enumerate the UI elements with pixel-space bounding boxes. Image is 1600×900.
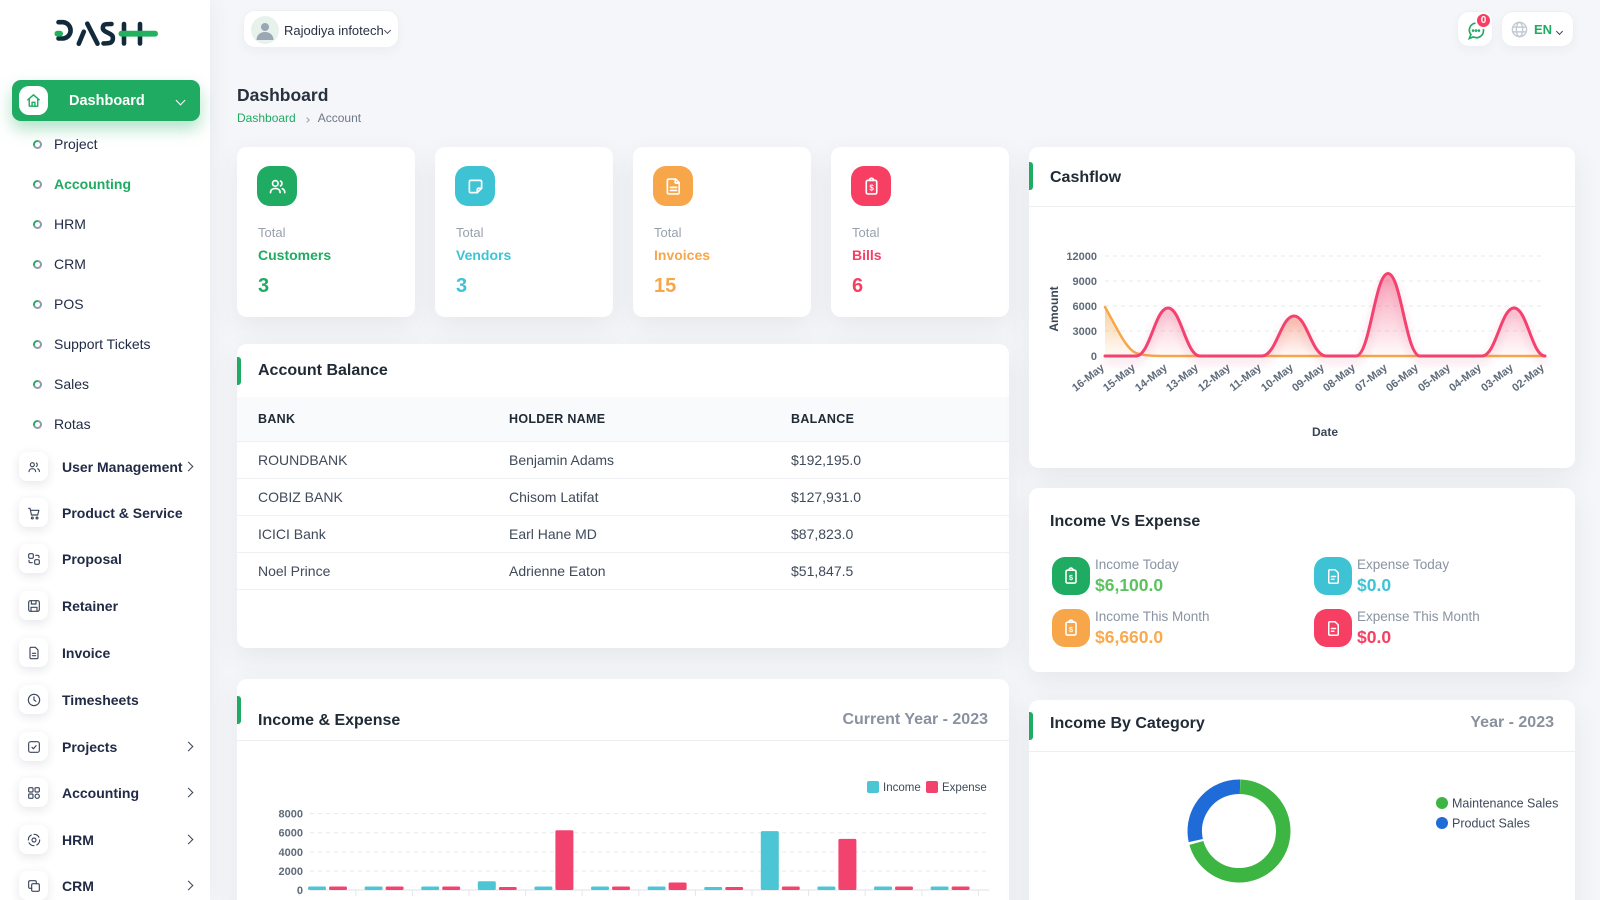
svg-text:$: $: [1069, 573, 1074, 582]
svg-text:09-May: 09-May: [1290, 361, 1327, 394]
svg-text:02-May: 02-May: [1510, 361, 1547, 394]
svg-text:12000: 12000: [1066, 251, 1097, 263]
svg-text:Date: Date: [1312, 425, 1338, 439]
svg-text:0: 0: [1091, 351, 1097, 363]
svg-text:Amount: Amount: [1047, 286, 1061, 331]
svg-text:Expense: Expense: [942, 782, 987, 794]
svg-text:3000: 3000: [1073, 326, 1097, 338]
svg-text:$: $: [1069, 625, 1074, 634]
svg-text:2000: 2000: [279, 866, 303, 878]
svg-text:14-May: 14-May: [1133, 361, 1170, 394]
svg-text:06-May: 06-May: [1384, 361, 1421, 394]
svg-text:Product Sales: Product Sales: [1452, 817, 1530, 831]
svg-text:Maintenance Sales: Maintenance Sales: [1452, 797, 1558, 811]
svg-text:13-May: 13-May: [1164, 361, 1201, 394]
svg-text:9000: 9000: [1073, 276, 1097, 288]
svg-text:0: 0: [297, 885, 303, 897]
svg-text:03-May: 03-May: [1479, 361, 1516, 394]
svg-text:05-May: 05-May: [1416, 361, 1453, 394]
svg-text:11-May: 11-May: [1228, 361, 1265, 394]
svg-text:08-May: 08-May: [1321, 361, 1358, 394]
svg-text:12-May: 12-May: [1196, 361, 1233, 394]
svg-text:10-May: 10-May: [1259, 361, 1296, 394]
svg-text:15-May: 15-May: [1101, 361, 1138, 394]
svg-text:6000: 6000: [279, 828, 303, 840]
svg-text:07-May: 07-May: [1353, 361, 1390, 394]
svg-text:16-May: 16-May: [1070, 361, 1107, 394]
svg-text:04-May: 04-May: [1447, 361, 1484, 394]
svg-text:4000: 4000: [279, 847, 303, 859]
svg-text:Income: Income: [883, 782, 921, 794]
svg-text:$: $: [869, 183, 874, 192]
svg-text:6000: 6000: [1073, 301, 1097, 313]
svg-text:8000: 8000: [279, 809, 303, 821]
